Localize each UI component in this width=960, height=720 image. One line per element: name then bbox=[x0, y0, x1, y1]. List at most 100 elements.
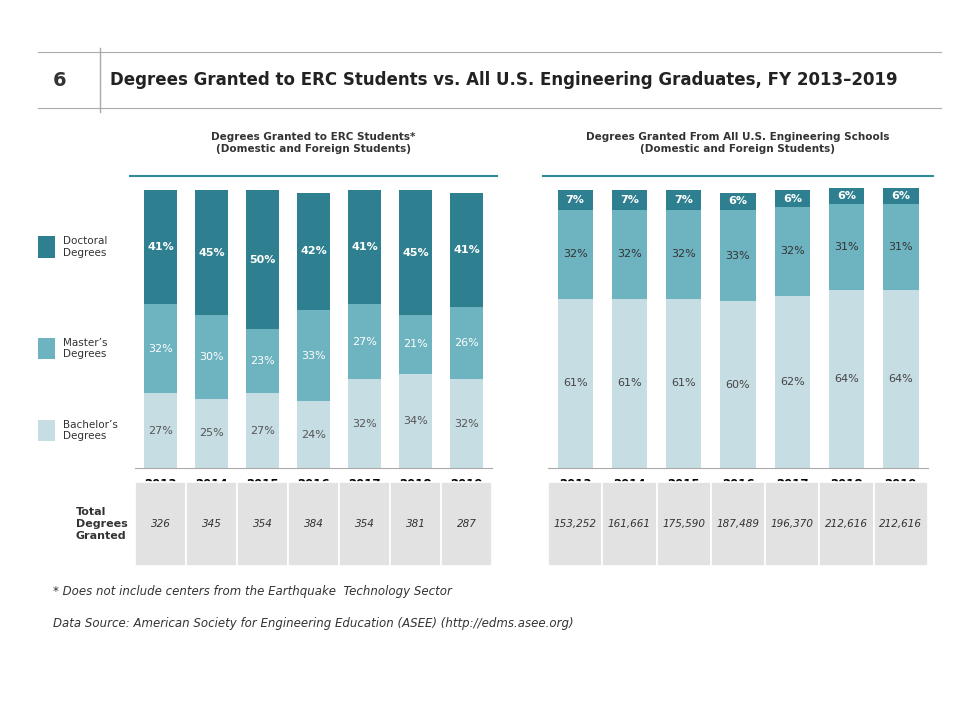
Text: 33%: 33% bbox=[726, 251, 751, 261]
Text: 6%: 6% bbox=[837, 191, 856, 201]
Text: 32%: 32% bbox=[148, 343, 173, 354]
Bar bbox=[828, 204, 864, 290]
Bar bbox=[558, 190, 592, 210]
Bar bbox=[775, 190, 810, 207]
Text: 64%: 64% bbox=[834, 374, 859, 384]
Text: 7%: 7% bbox=[674, 195, 693, 205]
Text: 7%: 7% bbox=[620, 195, 638, 205]
Bar bbox=[399, 190, 432, 315]
Text: 196,370: 196,370 bbox=[771, 519, 814, 529]
Bar bbox=[450, 307, 483, 379]
Bar bbox=[720, 210, 756, 302]
Text: 41%: 41% bbox=[147, 242, 174, 252]
Text: 34%: 34% bbox=[403, 415, 428, 426]
Text: Data Source: American Society for Engineering Education (ASEE) (http://edms.asee: Data Source: American Society for Engine… bbox=[53, 617, 573, 630]
Text: 27%: 27% bbox=[148, 426, 173, 436]
Text: 32%: 32% bbox=[563, 249, 588, 259]
Text: Bachelor’s
Degrees: Bachelor’s Degrees bbox=[63, 420, 118, 441]
Bar bbox=[399, 315, 432, 374]
Text: 61%: 61% bbox=[671, 378, 696, 388]
Text: 6%: 6% bbox=[891, 191, 910, 201]
Bar bbox=[297, 193, 330, 310]
Bar bbox=[144, 393, 177, 468]
Text: Degrees Granted to ERC Students*
(Domestic and Foreign Students): Degrees Granted to ERC Students* (Domest… bbox=[211, 132, 416, 153]
Text: Degrees Granted to ERC Students vs. All U.S. Engineering Graduates, FY 2013–2019: Degrees Granted to ERC Students vs. All … bbox=[110, 71, 898, 89]
Text: 45%: 45% bbox=[198, 248, 225, 258]
Text: 6%: 6% bbox=[782, 194, 802, 204]
Text: 41%: 41% bbox=[351, 242, 378, 252]
Text: Doctoral
Degrees: Doctoral Degrees bbox=[63, 236, 108, 258]
Bar bbox=[883, 187, 919, 204]
Text: 161,661: 161,661 bbox=[608, 519, 651, 529]
Bar bbox=[883, 290, 919, 468]
Text: 21%: 21% bbox=[403, 339, 428, 349]
Bar bbox=[246, 190, 279, 329]
Text: 24%: 24% bbox=[301, 430, 326, 440]
Text: Master’s
Degrees: Master’s Degrees bbox=[63, 338, 108, 359]
Bar bbox=[666, 210, 702, 299]
Text: Total
Degrees
Granted: Total Degrees Granted bbox=[76, 508, 128, 541]
Bar bbox=[246, 393, 279, 468]
Text: 7%: 7% bbox=[565, 195, 585, 205]
Bar bbox=[450, 379, 483, 468]
Text: * Does not include centers from the Earthquake  Technology Sector: * Does not include centers from the Eart… bbox=[53, 585, 451, 598]
Text: 384: 384 bbox=[303, 519, 324, 529]
Text: 32%: 32% bbox=[671, 249, 696, 259]
Bar bbox=[297, 401, 330, 468]
Bar bbox=[195, 315, 228, 399]
Bar bbox=[246, 329, 279, 393]
Text: 50%: 50% bbox=[250, 255, 276, 265]
Text: 381: 381 bbox=[405, 519, 425, 529]
Text: 60%: 60% bbox=[726, 379, 751, 390]
Bar bbox=[144, 190, 177, 304]
Bar bbox=[399, 374, 432, 468]
Text: 326: 326 bbox=[151, 519, 171, 529]
Text: 30%: 30% bbox=[199, 352, 224, 362]
Bar bbox=[828, 187, 864, 204]
Text: 31%: 31% bbox=[834, 242, 859, 252]
Text: 62%: 62% bbox=[780, 377, 804, 387]
Bar bbox=[612, 210, 647, 299]
Text: 41%: 41% bbox=[453, 245, 480, 255]
Text: Degrees Granted From All U.S. Engineering Schools
(Domestic and Foreign Students: Degrees Granted From All U.S. Engineerin… bbox=[587, 132, 890, 153]
Bar bbox=[450, 193, 483, 307]
Text: 42%: 42% bbox=[300, 246, 326, 256]
Text: 45%: 45% bbox=[402, 248, 429, 258]
Text: 27%: 27% bbox=[352, 337, 377, 346]
Bar bbox=[775, 296, 810, 468]
Bar bbox=[558, 299, 592, 468]
Text: 32%: 32% bbox=[617, 249, 642, 259]
Bar bbox=[666, 190, 702, 210]
Bar bbox=[195, 399, 228, 468]
Text: 27%: 27% bbox=[250, 426, 275, 436]
Text: 354: 354 bbox=[252, 519, 273, 529]
Bar bbox=[720, 302, 756, 468]
Text: 31%: 31% bbox=[889, 242, 913, 252]
Text: 26%: 26% bbox=[454, 338, 479, 348]
Text: 33%: 33% bbox=[301, 351, 325, 361]
Text: 153,252: 153,252 bbox=[554, 519, 597, 529]
Text: 287: 287 bbox=[457, 519, 476, 529]
Text: 61%: 61% bbox=[563, 378, 588, 388]
Bar bbox=[720, 193, 756, 210]
Text: 212,616: 212,616 bbox=[825, 519, 868, 529]
Bar bbox=[883, 204, 919, 290]
Bar bbox=[612, 299, 647, 468]
Text: 175,590: 175,590 bbox=[662, 519, 706, 529]
Text: 32%: 32% bbox=[780, 246, 804, 256]
Bar bbox=[348, 190, 381, 304]
Text: 212,616: 212,616 bbox=[879, 519, 923, 529]
Text: 23%: 23% bbox=[251, 356, 275, 366]
Text: 345: 345 bbox=[202, 519, 222, 529]
Bar bbox=[297, 310, 330, 401]
Bar bbox=[558, 210, 592, 299]
Bar bbox=[775, 207, 810, 296]
Bar bbox=[348, 304, 381, 379]
Text: 25%: 25% bbox=[199, 428, 224, 438]
Text: 354: 354 bbox=[354, 519, 374, 529]
Text: 6%: 6% bbox=[729, 197, 748, 207]
Text: 64%: 64% bbox=[889, 374, 913, 384]
Text: 61%: 61% bbox=[617, 378, 641, 388]
Bar bbox=[612, 190, 647, 210]
Bar bbox=[348, 379, 381, 468]
